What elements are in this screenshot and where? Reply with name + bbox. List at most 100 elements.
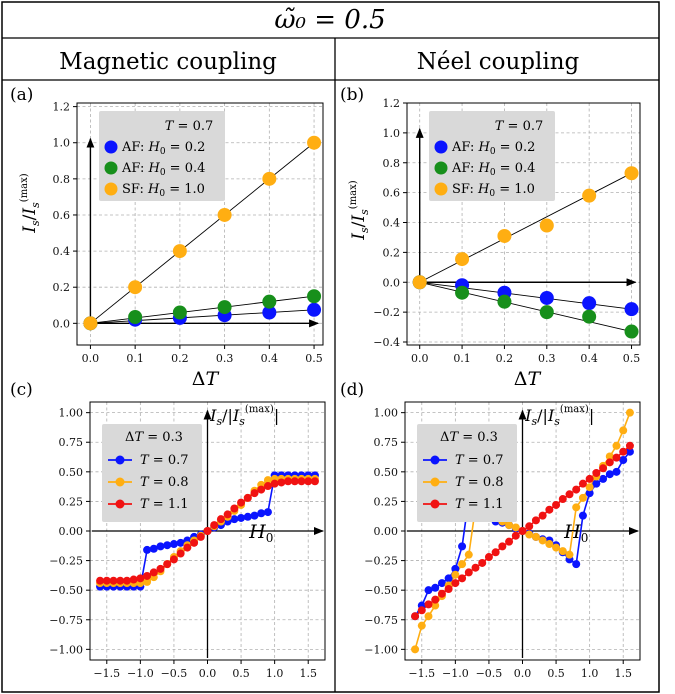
x-tick-label: 1.0 — [581, 667, 599, 680]
data-point — [558, 495, 567, 504]
data-point — [203, 527, 212, 535]
x-tick-label: 0.5 — [623, 352, 641, 365]
x-tick-label: 0.1 — [126, 352, 144, 365]
data-point — [458, 542, 467, 551]
data-point — [143, 571, 152, 580]
data-point — [582, 296, 597, 311]
x-tick-label: 0.4 — [580, 352, 598, 365]
legend-marker — [434, 182, 448, 196]
x-tick-label: 0.4 — [261, 352, 279, 365]
data-point — [156, 542, 165, 551]
data-point — [196, 532, 205, 541]
y-tick-label: −0.75 — [49, 614, 83, 627]
data-point — [412, 275, 427, 290]
data-point — [491, 548, 500, 557]
data-point — [538, 536, 547, 545]
y-tick-label: 1.0 — [383, 127, 401, 140]
data-point — [169, 540, 178, 549]
data-point — [458, 560, 467, 569]
x-axis-label: ΔT — [514, 368, 542, 390]
data-point — [612, 441, 621, 450]
data-point — [83, 316, 98, 331]
data-point — [451, 570, 460, 579]
data-point — [592, 469, 601, 478]
x-tick-label: 0.3 — [216, 352, 234, 365]
data-point — [539, 218, 554, 233]
data-point — [143, 577, 152, 586]
data-point — [582, 188, 597, 203]
data-point — [565, 550, 574, 559]
data-point — [96, 576, 105, 585]
data-point — [605, 470, 614, 479]
y-tick-label: 0.25 — [374, 495, 399, 508]
data-point — [176, 538, 185, 547]
legend-entry: SF: H0 = 1.0 — [452, 182, 535, 199]
x-tick-label: −1.5 — [93, 667, 120, 680]
data-point — [263, 508, 272, 517]
x-tick-label: 1.0 — [266, 667, 284, 680]
y-tick-label: −0.2 — [373, 306, 400, 319]
table-title: ω̃₀ = 0.5 — [274, 5, 385, 35]
data-point — [437, 589, 446, 598]
legend: T = 0.7 AF: H0 = 0.2 AF: H0 = 0.4 SF: H0 = … — [429, 111, 555, 201]
data-point — [307, 135, 322, 150]
data-point — [619, 447, 628, 456]
data-point — [128, 280, 143, 295]
data-point — [216, 515, 225, 524]
y-tick-label: 1.2 — [383, 97, 401, 110]
data-point — [565, 490, 574, 499]
legend-entry: T = 0.7 — [140, 453, 189, 468]
x-tick-label: −1.0 — [442, 667, 469, 680]
fit-line — [419, 281, 632, 310]
data-point — [217, 300, 232, 315]
data-point — [605, 452, 614, 461]
data-point — [505, 537, 514, 546]
data-point — [223, 510, 232, 519]
data-point — [262, 171, 277, 186]
fit-line — [90, 309, 315, 324]
data-point — [511, 531, 520, 540]
x-tick-label: 0.0 — [514, 667, 532, 680]
data-point — [592, 479, 601, 488]
data-point — [525, 522, 534, 531]
x-tick-label: 0.3 — [538, 352, 556, 365]
y-axis-label: Is/|Is(max)| — [209, 404, 279, 428]
data-point — [109, 576, 118, 585]
data-point — [625, 408, 634, 417]
data-point — [572, 503, 581, 512]
x-tick-label: 0.1 — [453, 352, 471, 365]
y-tick-label: 0.50 — [374, 466, 399, 479]
y-tick-label: 0.2 — [53, 281, 71, 294]
data-point — [471, 563, 480, 572]
data-point — [183, 543, 192, 552]
y-tick-label: 1.2 — [53, 101, 71, 114]
y-tick-label: 1.00 — [374, 407, 399, 420]
data-point — [599, 474, 608, 483]
y-tick-label: 1.0 — [53, 137, 71, 150]
legend-entry: AF: H0 = 0.4 — [121, 161, 205, 178]
data-point — [304, 477, 313, 486]
data-point — [431, 595, 440, 604]
data-point — [531, 516, 540, 525]
x-tick-label: −1.0 — [127, 667, 154, 680]
data-point — [624, 166, 639, 181]
x-tick-label: 0.5 — [305, 352, 323, 365]
data-point — [307, 289, 322, 304]
data-point — [572, 485, 581, 494]
x-tick-label: 0.2 — [496, 352, 514, 365]
data-point — [129, 575, 138, 584]
x-tick-label: −1.5 — [408, 667, 435, 680]
legend-marker — [115, 477, 125, 487]
y-tick-label: −0.25 — [364, 555, 398, 568]
data-point — [424, 600, 433, 609]
data-point — [411, 645, 420, 654]
data-point — [250, 511, 259, 520]
data-point — [585, 483, 594, 492]
legend-marker — [115, 455, 125, 465]
legend-box — [99, 111, 225, 201]
panel-label: (c) — [10, 380, 33, 400]
y-tick-label: 0.6 — [53, 209, 71, 222]
fit-line — [90, 295, 315, 324]
y-tick-label: −0.50 — [364, 584, 398, 597]
